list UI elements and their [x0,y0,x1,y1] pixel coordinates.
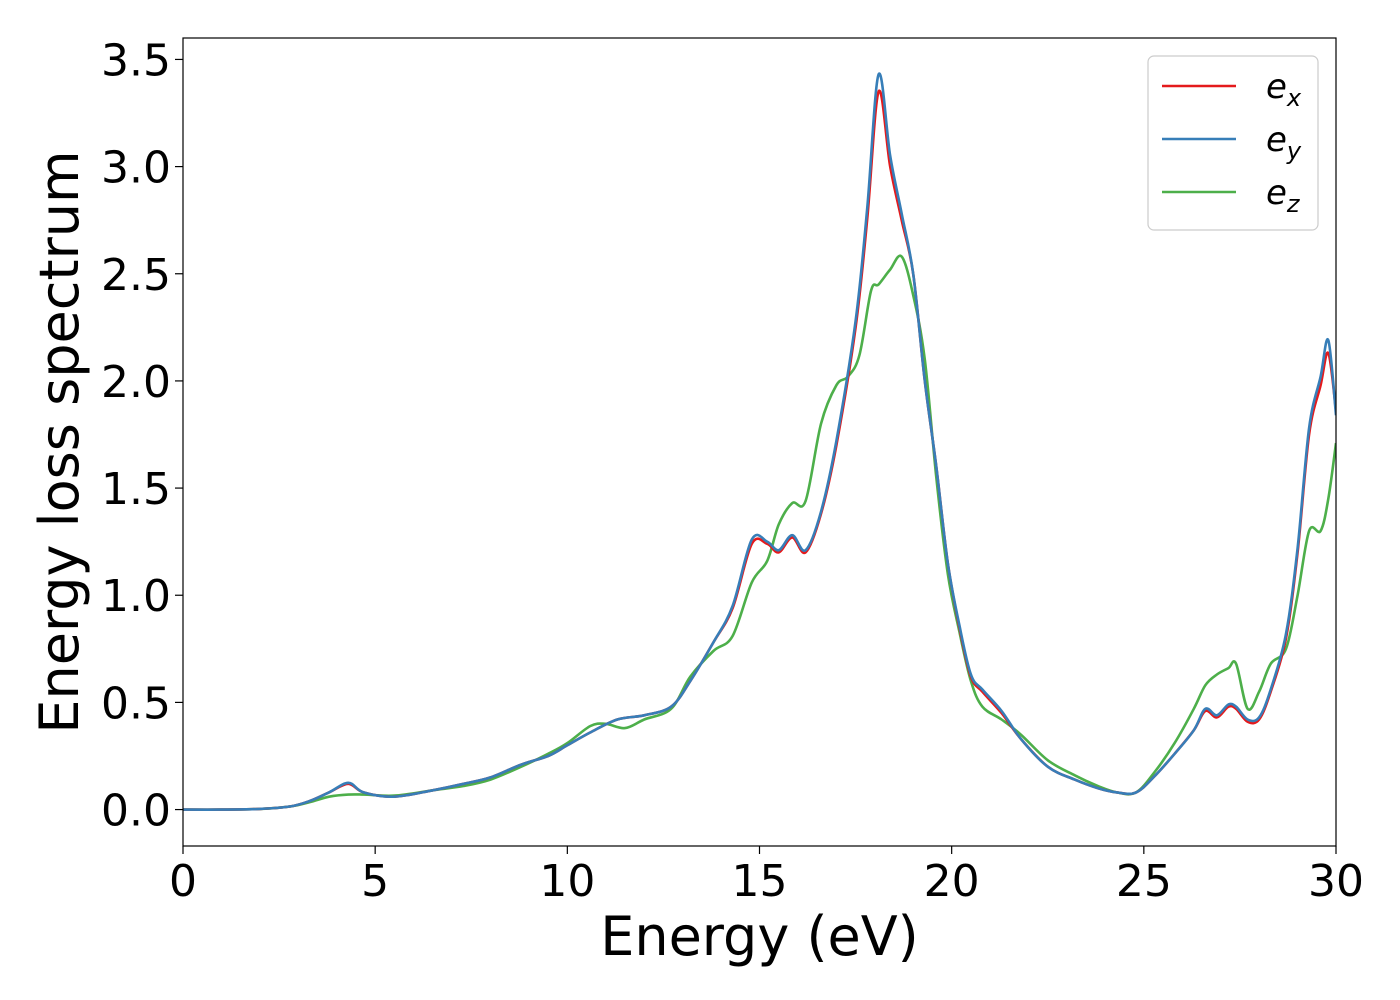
series-line-e-z [183,254,1336,811]
y-tick-label: 0.0 [101,786,171,837]
x-tick-label: 0 [169,856,197,907]
legend-label-base: e [1266,173,1287,213]
legend-label-subscript: y [1286,137,1302,165]
legend-label-subscript: x [1286,84,1302,112]
legend-label-base: e [1266,120,1287,160]
x-axis-title: Energy (eV) [600,905,919,968]
x-tick-label: 20 [924,856,980,907]
legend-label-z: ez [1266,173,1301,218]
y-tick-label: 1.0 [101,571,171,622]
y-tick-label: 2.0 [101,357,171,408]
y-tick-label: 3.5 [101,35,171,86]
x-tick-label: 15 [732,856,788,907]
x-tick-label: 25 [1116,856,1172,907]
y-tick-label: 1.5 [101,464,171,515]
y-tick-label: 0.5 [101,678,171,729]
legend-label-y: ey [1266,120,1302,165]
y-tick-label: 3.0 [101,143,171,194]
x-tick-label: 10 [539,856,595,907]
series-line-e-y [183,72,1336,811]
y-axis-title: Energy loss spectrum [28,150,91,733]
x-axis: 0 5 10 15 20 25 30 [169,846,1364,907]
legend-label-x: ex [1266,67,1302,112]
series-layer [183,72,1336,811]
y-tick-label: 2.5 [101,250,171,301]
legend-label-subscript: z [1286,190,1301,218]
x-tick-label: 30 [1308,856,1364,907]
y-axis: 0.0 0.5 1.0 1.5 2.0 2.5 3.0 3.5 [101,35,183,837]
x-tick-label: 5 [361,856,389,907]
legend-box [1147,55,1319,231]
legend-label-base: e [1266,67,1287,107]
